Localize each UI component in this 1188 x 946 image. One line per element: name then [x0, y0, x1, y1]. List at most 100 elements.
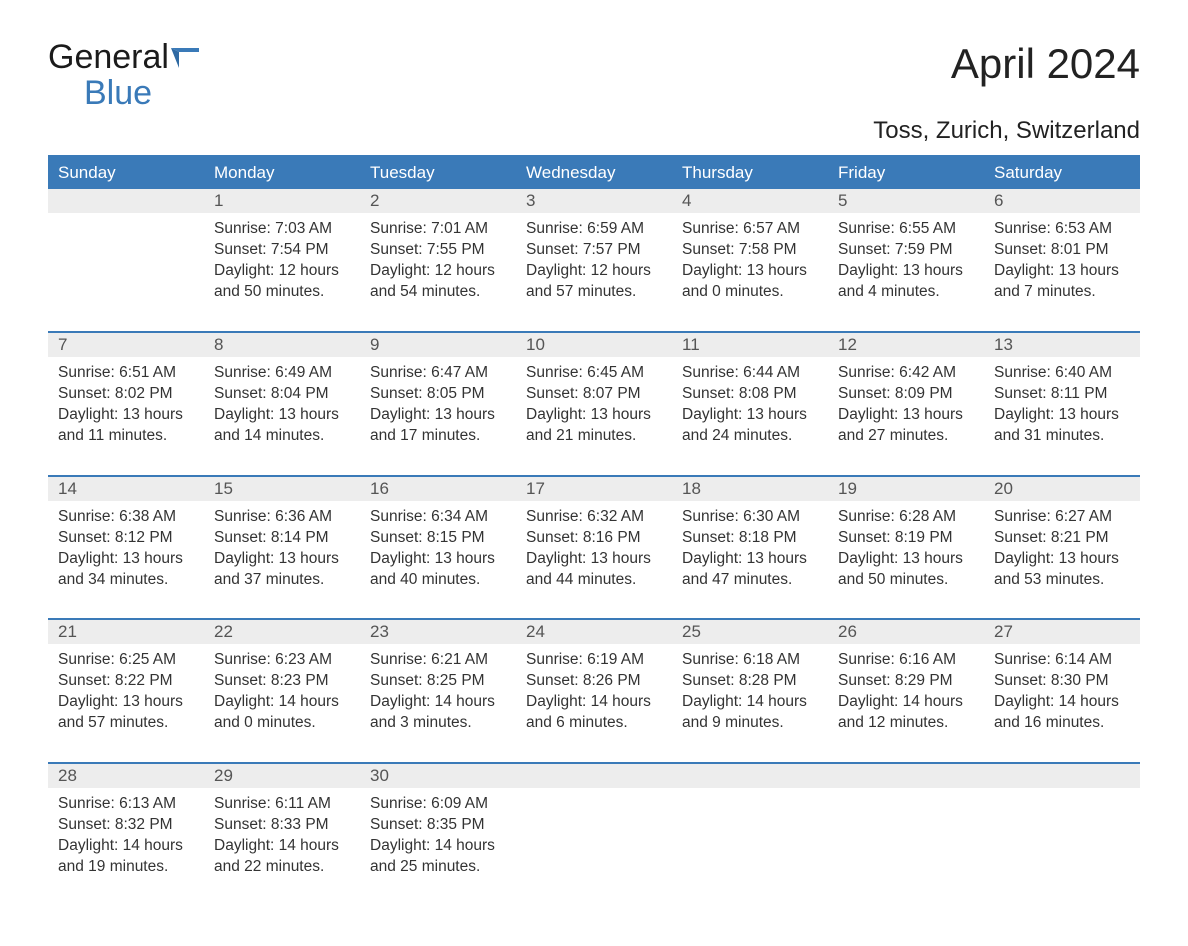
day-number: 24: [516, 620, 672, 644]
day-number: 27: [984, 620, 1140, 644]
daylight-text: Daylight: 12 hours and 54 minutes.: [370, 261, 506, 303]
day-header: Wednesday: [516, 157, 672, 189]
location-text: Toss, Zurich, Switzerland: [48, 117, 1140, 145]
sunset-text: Sunset: 8:16 PM: [526, 528, 662, 549]
day-cell: [672, 788, 828, 906]
day-cell: Sunrise: 6:40 AMSunset: 8:11 PMDaylight:…: [984, 357, 1140, 475]
day-cell: Sunrise: 6:11 AMSunset: 8:33 PMDaylight:…: [204, 788, 360, 906]
day-cell: Sunrise: 6:19 AMSunset: 8:26 PMDaylight:…: [516, 644, 672, 762]
daylight-text: Daylight: 13 hours and 0 minutes.: [682, 261, 818, 303]
day-number: 23: [360, 620, 516, 644]
day-number: 20: [984, 477, 1140, 501]
logo-line1: General: [48, 38, 169, 76]
day-cell: Sunrise: 6:23 AMSunset: 8:23 PMDaylight:…: [204, 644, 360, 762]
sunrise-text: Sunrise: 6:19 AM: [526, 650, 662, 671]
sunrise-text: Sunrise: 6:42 AM: [838, 363, 974, 384]
sunset-text: Sunset: 8:33 PM: [214, 815, 350, 836]
day-cell: [828, 788, 984, 906]
day-number: 15: [204, 477, 360, 501]
sunset-text: Sunset: 8:15 PM: [370, 528, 506, 549]
sunset-text: Sunset: 8:32 PM: [58, 815, 194, 836]
sunset-text: Sunset: 7:55 PM: [370, 240, 506, 261]
daylight-text: Daylight: 13 hours and 14 minutes.: [214, 405, 350, 447]
daylight-text: Daylight: 14 hours and 16 minutes.: [994, 692, 1130, 734]
sunset-text: Sunset: 8:02 PM: [58, 384, 194, 405]
day-cell: Sunrise: 6:27 AMSunset: 8:21 PMDaylight:…: [984, 501, 1140, 619]
day-number: [984, 764, 1140, 788]
sunset-text: Sunset: 8:09 PM: [838, 384, 974, 405]
daylight-text: Daylight: 13 hours and 53 minutes.: [994, 549, 1130, 591]
day-cell: [516, 788, 672, 906]
calendar: SundayMondayTuesdayWednesdayThursdayFrid…: [48, 155, 1140, 905]
sunrise-text: Sunrise: 6:49 AM: [214, 363, 350, 384]
day-cell: Sunrise: 6:42 AMSunset: 8:09 PMDaylight:…: [828, 357, 984, 475]
daylight-text: Daylight: 13 hours and 27 minutes.: [838, 405, 974, 447]
sunset-text: Sunset: 8:14 PM: [214, 528, 350, 549]
day-number: 2: [360, 189, 516, 213]
sunrise-text: Sunrise: 6:13 AM: [58, 794, 194, 815]
sunset-text: Sunset: 7:54 PM: [214, 240, 350, 261]
day-number: 7: [48, 333, 204, 357]
sunset-text: Sunset: 8:35 PM: [370, 815, 506, 836]
day-header: Monday: [204, 157, 360, 189]
day-cell: Sunrise: 7:01 AMSunset: 7:55 PMDaylight:…: [360, 213, 516, 331]
day-number: 17: [516, 477, 672, 501]
sunset-text: Sunset: 8:28 PM: [682, 671, 818, 692]
day-number: 10: [516, 333, 672, 357]
day-cell: Sunrise: 6:44 AMSunset: 8:08 PMDaylight:…: [672, 357, 828, 475]
sunset-text: Sunset: 7:57 PM: [526, 240, 662, 261]
sunrise-text: Sunrise: 6:40 AM: [994, 363, 1130, 384]
day-cell: Sunrise: 6:45 AMSunset: 8:07 PMDaylight:…: [516, 357, 672, 475]
daylight-text: Daylight: 14 hours and 12 minutes.: [838, 692, 974, 734]
day-number: 5: [828, 189, 984, 213]
day-cell: Sunrise: 6:14 AMSunset: 8:30 PMDaylight:…: [984, 644, 1140, 762]
day-number: 6: [984, 189, 1140, 213]
sunrise-text: Sunrise: 6:57 AM: [682, 219, 818, 240]
sunrise-text: Sunrise: 6:36 AM: [214, 507, 350, 528]
day-number: 19: [828, 477, 984, 501]
daylight-text: Daylight: 13 hours and 34 minutes.: [58, 549, 194, 591]
day-cell: Sunrise: 6:09 AMSunset: 8:35 PMDaylight:…: [360, 788, 516, 906]
sunset-text: Sunset: 8:23 PM: [214, 671, 350, 692]
sunset-text: Sunset: 8:25 PM: [370, 671, 506, 692]
day-cell: Sunrise: 6:47 AMSunset: 8:05 PMDaylight:…: [360, 357, 516, 475]
sunrise-text: Sunrise: 6:09 AM: [370, 794, 506, 815]
brand-logo: General Blue: [48, 40, 199, 111]
sunset-text: Sunset: 8:07 PM: [526, 384, 662, 405]
daylight-text: Daylight: 14 hours and 9 minutes.: [682, 692, 818, 734]
day-cell: Sunrise: 6:55 AMSunset: 7:59 PMDaylight:…: [828, 213, 984, 331]
day-cell: Sunrise: 6:57 AMSunset: 7:58 PMDaylight:…: [672, 213, 828, 331]
day-cell: Sunrise: 6:53 AMSunset: 8:01 PMDaylight:…: [984, 213, 1140, 331]
sunrise-text: Sunrise: 6:32 AM: [526, 507, 662, 528]
month-title: April 2024: [951, 40, 1140, 88]
day-cell: Sunrise: 6:30 AMSunset: 8:18 PMDaylight:…: [672, 501, 828, 619]
day-cell: Sunrise: 6:59 AMSunset: 7:57 PMDaylight:…: [516, 213, 672, 331]
day-number: 22: [204, 620, 360, 644]
day-number: 29: [204, 764, 360, 788]
sunset-text: Sunset: 8:01 PM: [994, 240, 1130, 261]
day-number: 11: [672, 333, 828, 357]
day-cell: Sunrise: 6:51 AMSunset: 8:02 PMDaylight:…: [48, 357, 204, 475]
sunset-text: Sunset: 8:19 PM: [838, 528, 974, 549]
sunset-text: Sunset: 8:21 PM: [994, 528, 1130, 549]
day-cell: [48, 213, 204, 331]
day-header: Thursday: [672, 157, 828, 189]
sunrise-text: Sunrise: 7:01 AM: [370, 219, 506, 240]
day-cell: Sunrise: 6:38 AMSunset: 8:12 PMDaylight:…: [48, 501, 204, 619]
day-number: 9: [360, 333, 516, 357]
sunrise-text: Sunrise: 6:44 AM: [682, 363, 818, 384]
day-cell: Sunrise: 7:03 AMSunset: 7:54 PMDaylight:…: [204, 213, 360, 331]
day-number: 4: [672, 189, 828, 213]
day-header: Tuesday: [360, 157, 516, 189]
sunset-text: Sunset: 8:12 PM: [58, 528, 194, 549]
day-cell: Sunrise: 6:49 AMSunset: 8:04 PMDaylight:…: [204, 357, 360, 475]
daylight-text: Daylight: 14 hours and 22 minutes.: [214, 836, 350, 878]
sunrise-text: Sunrise: 6:45 AM: [526, 363, 662, 384]
sunrise-text: Sunrise: 6:34 AM: [370, 507, 506, 528]
daylight-text: Daylight: 14 hours and 25 minutes.: [370, 836, 506, 878]
sunset-text: Sunset: 8:22 PM: [58, 671, 194, 692]
day-number: 30: [360, 764, 516, 788]
day-number: 3: [516, 189, 672, 213]
day-number: 13: [984, 333, 1140, 357]
daylight-text: Daylight: 13 hours and 11 minutes.: [58, 405, 194, 447]
